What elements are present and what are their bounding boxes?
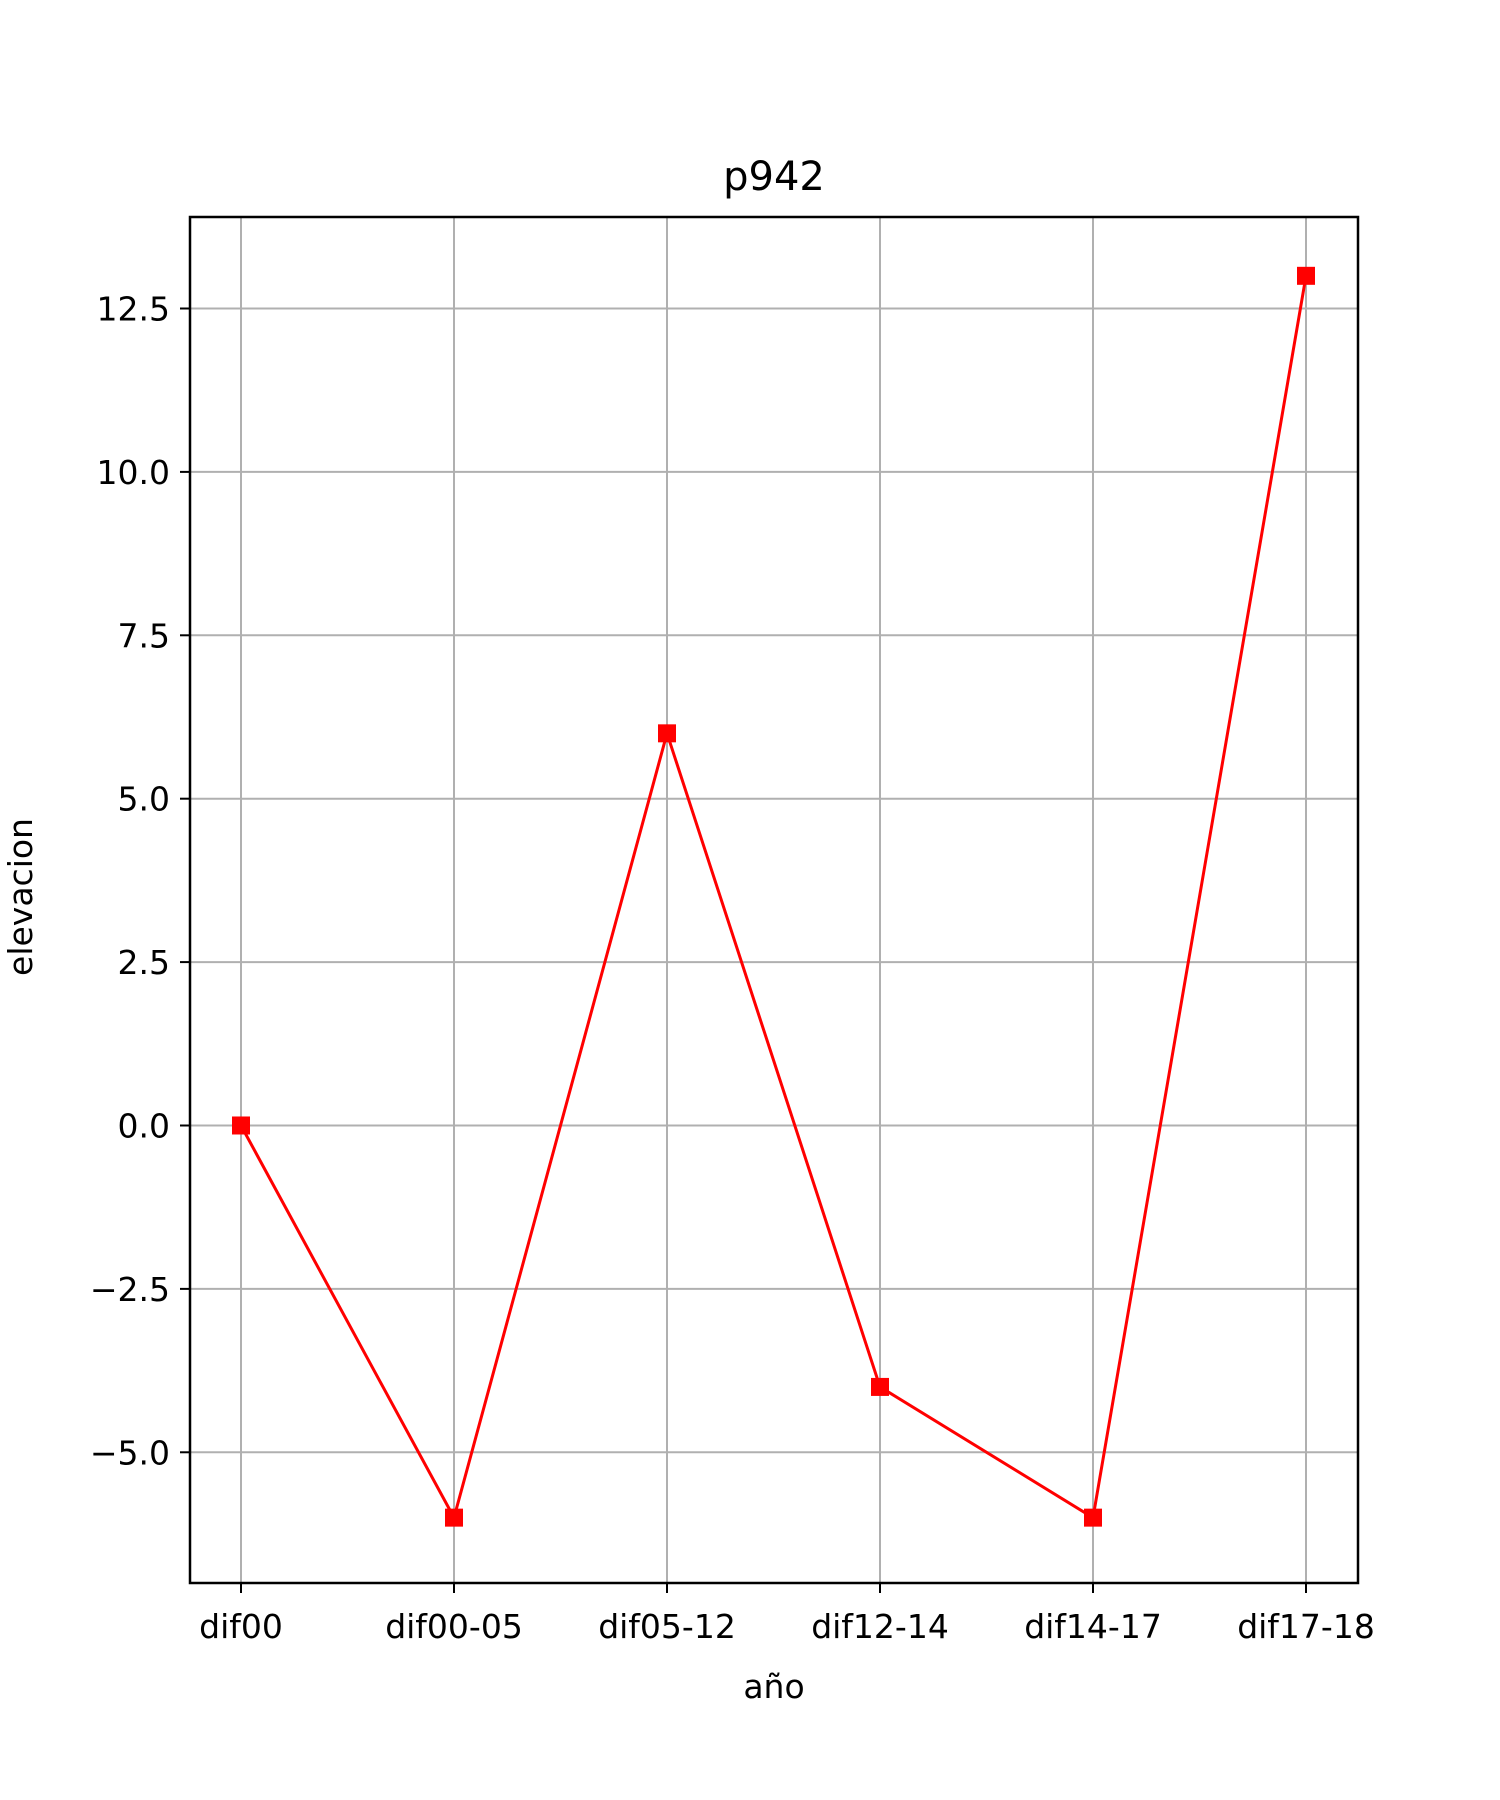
data-point-marker [1297, 266, 1315, 285]
y-axis-title: elevacion [1, 818, 40, 976]
plot-frame [188, 215, 1360, 1585]
y-tick-label: 10.0 [97, 453, 170, 492]
y-tick-label: 2.5 [118, 943, 170, 982]
series-layer [232, 266, 1315, 1527]
data-point-marker [871, 1377, 889, 1396]
data-point-marker [445, 1508, 463, 1527]
axis-ticks: dif00 dif00-05 dif05-12 dif12-14 dif14-17 dif… [90, 290, 1375, 1646]
y-tick-label: 7.5 [118, 616, 170, 655]
data-point-marker [1084, 1508, 1102, 1527]
grid-lines [190, 217, 1358, 1583]
x-tick-label: dif14-17 [1024, 1607, 1162, 1646]
x-axis-title: año [743, 1667, 804, 1706]
x-tick-label: dif05-12 [598, 1607, 736, 1646]
data-point-marker [232, 1116, 250, 1135]
x-tick-label: dif00-05 [385, 1607, 523, 1646]
x-tick-label: dif17-18 [1237, 1607, 1375, 1646]
x-tick-label: dif00 [199, 1607, 283, 1646]
y-tick-label: 5.0 [118, 780, 170, 819]
x-tick-label: dif12-14 [811, 1607, 949, 1646]
data-point-marker [658, 724, 676, 743]
y-tick-label: −2.5 [90, 1270, 170, 1309]
y-tick-label: 0.0 [118, 1106, 170, 1145]
y-tick-label: 12.5 [97, 290, 170, 329]
series-line [239, 275, 1308, 1522]
y-tick-label: −5.0 [90, 1433, 170, 1472]
chart-title: p942 [723, 154, 825, 200]
